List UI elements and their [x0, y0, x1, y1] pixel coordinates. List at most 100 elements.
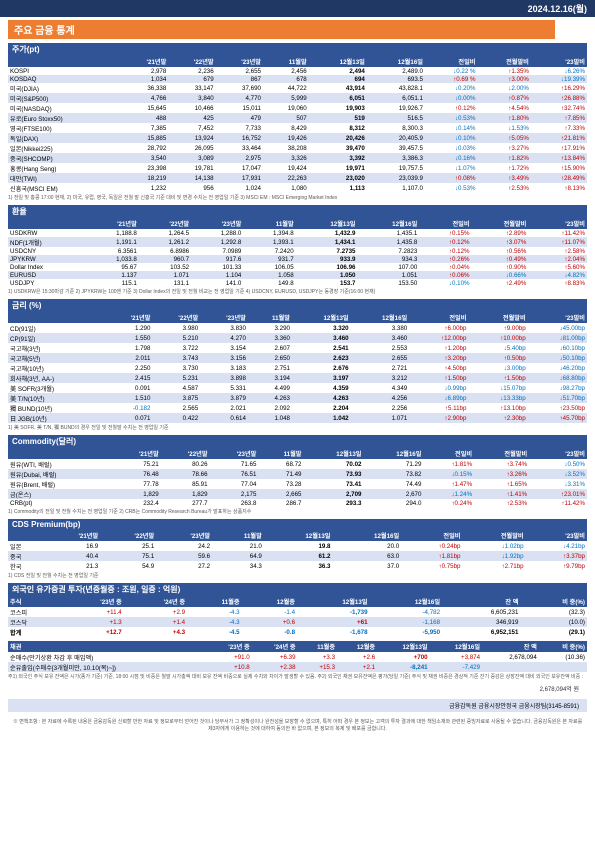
- col-header: 12월중: [242, 596, 297, 607]
- fx-table: '21년말'22년말'23년말11월말12월13일12월16일전일비전월말비'2…: [8, 218, 587, 287]
- table-cell: ↑28.49%: [531, 173, 587, 183]
- table-cell: ↑8.83%: [528, 279, 587, 287]
- col-header: '22년말: [139, 218, 191, 229]
- row-label: 원유(WTI, 배럴): [8, 459, 112, 469]
- table-cell: 4.256: [351, 393, 410, 403]
- table-cell: 19,903: [309, 103, 367, 113]
- table-cell: ↑3.37bp: [526, 551, 587, 561]
- table-cell: ↑1.47%: [423, 479, 474, 489]
- table-cell: 1.104: [191, 271, 243, 279]
- table-cell: +1.4: [124, 617, 187, 627]
- table-cell: 3.380: [351, 323, 410, 333]
- table-cell: 1,394.8: [243, 229, 295, 237]
- foreign-section: 외국인 유가증권 투자(년중월중 : 조원, 일중 : 억원) 주식'23년 중…: [8, 583, 587, 637]
- table-cell: ↑1.81bp: [401, 551, 462, 561]
- row-label: 신흥국(MSCI EM): [8, 183, 121, 193]
- col-header: 12월16일: [351, 312, 410, 323]
- table-cell: ↓0.14%: [425, 123, 478, 133]
- table-cell: 3.830: [200, 323, 248, 333]
- table-cell: ↑0.50bp: [468, 353, 527, 363]
- table-cell: 507: [263, 113, 309, 123]
- table-cell: 1.058: [243, 271, 295, 279]
- table-cell: 73.28: [258, 479, 303, 489]
- table-cell: 44,722: [263, 83, 309, 93]
- col-header: '24년 중: [252, 641, 298, 652]
- table-cell: 34.3: [212, 561, 264, 571]
- table-cell: 71.65: [210, 459, 259, 469]
- col-header: 12월13일: [309, 56, 367, 67]
- table-cell: 21.0: [212, 541, 264, 551]
- table-cell: 1.071: [139, 271, 191, 279]
- table-cell: -8,241: [377, 662, 429, 672]
- table-cell: 153.7: [296, 279, 358, 287]
- table-cell: 14,138: [168, 173, 215, 183]
- table-cell: ↑17.91%: [531, 143, 587, 153]
- table-cell: 23,398: [121, 163, 168, 173]
- table-cell: 2.676: [292, 363, 351, 373]
- table-cell: 2,670: [363, 489, 423, 499]
- row-label: CRB(pt): [8, 499, 112, 507]
- table-cell: ↑13.84%: [531, 153, 587, 163]
- table-cell: 3.290: [248, 323, 292, 333]
- col-header: '23년 중: [60, 596, 123, 607]
- table-cell: ↑1.20bp: [409, 343, 468, 353]
- row-label: 일본(Nikkei225): [8, 143, 121, 153]
- table-cell: 63.0: [332, 551, 401, 561]
- table-cell: 2,975: [216, 153, 263, 163]
- table-cell: 1.050: [296, 271, 358, 279]
- table-cell: ↓68.80bp: [528, 373, 587, 383]
- table-cell: 3.320: [292, 323, 351, 333]
- table-cell: 1,232: [121, 183, 168, 193]
- table-cell: 3.460: [292, 333, 351, 343]
- table-cell: ↑0.24%: [423, 499, 474, 507]
- table-cell: 2.721: [351, 363, 410, 373]
- table-cell: ↑2.58%: [528, 247, 587, 255]
- table-cell: ↑0.15%: [419, 229, 471, 237]
- table-cell: 934.3: [357, 255, 419, 263]
- table-cell: 22,263: [263, 173, 309, 183]
- table-cell: ↑11.42%: [529, 499, 587, 507]
- table-cell: 43,828.1: [367, 83, 425, 93]
- table-cell: 15,645: [121, 103, 168, 113]
- table-cell: 2,978: [121, 67, 168, 75]
- table-cell: 2,665: [258, 489, 303, 499]
- row-label: 미국(S&P500): [8, 93, 121, 103]
- table-cell: 38,208: [263, 143, 309, 153]
- table-cell: 2.751: [248, 363, 292, 373]
- col-header: 12월13일: [292, 312, 351, 323]
- table-cell: ↑0.24bp: [401, 541, 462, 551]
- rates-note: 1) 美 SOFR, 美 T/N, 獨 BUND의 경우 전일 및 전월말 수치…: [8, 424, 587, 431]
- table-cell: (29.1): [520, 627, 587, 637]
- table-cell: 74.49: [363, 479, 423, 489]
- table-cell: ↑13.10bp: [468, 403, 527, 413]
- table-cell: 37.0: [332, 561, 401, 571]
- table-cell: 286.7: [258, 499, 303, 507]
- table-cell: ↑5.05%: [478, 133, 531, 143]
- table-cell: 2,489.0: [367, 67, 425, 75]
- table-cell: +91.0: [206, 652, 252, 662]
- table-cell: 19.8: [264, 541, 333, 551]
- table-cell: ↑11.07%: [528, 237, 587, 247]
- table-cell: ↑11.42%: [528, 229, 587, 237]
- table-cell: 2.541: [292, 343, 351, 353]
- table-cell: 64.9: [212, 551, 264, 561]
- table-cell: ↓19.39%: [531, 75, 587, 83]
- date-bar: 2024.12.16(월): [0, 0, 595, 17]
- table-cell: ↓0.03%: [425, 143, 478, 153]
- table-cell: 956: [168, 183, 215, 193]
- col-header: 11월말: [248, 312, 292, 323]
- row-label: USDCNY: [8, 247, 87, 255]
- table-cell: 2.655: [351, 353, 410, 363]
- rates-title: 금리 (%): [8, 299, 587, 312]
- table-cell: ↑3.74%: [474, 459, 529, 469]
- table-cell: ↓60.10bp: [528, 343, 587, 353]
- table-cell: 20.0: [332, 541, 401, 551]
- table-cell: 73.82: [363, 469, 423, 479]
- row-label: 원유(Dubai, 배럴): [8, 469, 112, 479]
- table-cell: 1,435.1: [357, 229, 419, 237]
- table-cell: ↑2.89%: [472, 229, 529, 237]
- table-cell: 77.78: [112, 479, 161, 489]
- col-header: [8, 218, 87, 229]
- col-header: 비 중(%): [520, 596, 587, 607]
- col-header: 12월16일: [367, 56, 425, 67]
